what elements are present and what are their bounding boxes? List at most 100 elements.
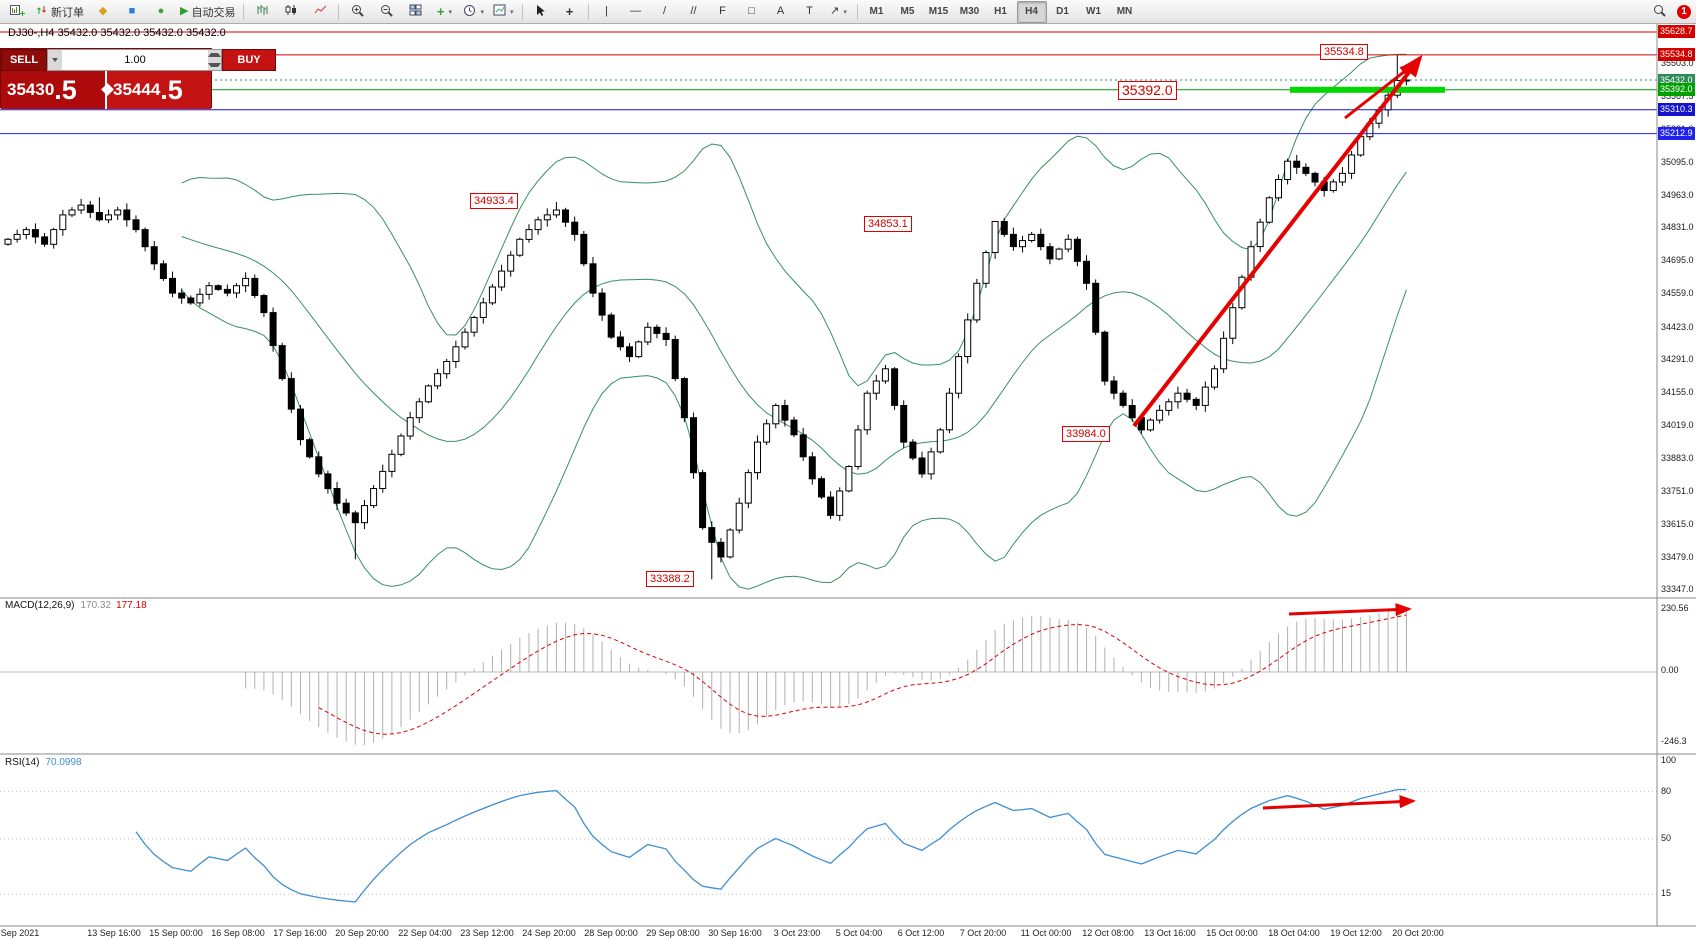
candle-body (772, 405, 780, 425)
new-order-icon (36, 4, 48, 19)
timeframe-m15-button[interactable]: M15 (928, 6, 949, 17)
channel-button[interactable]: // (680, 1, 708, 23)
cursor-icon (535, 4, 546, 20)
volume-down-button[interactable] (208, 60, 221, 70)
search-button[interactable] (1645, 1, 1673, 23)
candlestick-chart-button[interactable] (277, 1, 305, 23)
macd-indicator-label: MACD(12,26,9) 170.32 177.18 (5, 600, 147, 611)
candle-body (525, 229, 533, 240)
sell-button[interactable]: SELL (1, 49, 47, 71)
volume-up-button[interactable] (208, 50, 221, 60)
candle-body (1055, 248, 1063, 260)
bar-chart-button[interactable] (248, 1, 276, 23)
autotrading-button[interactable]: ▶ 自动交易 (176, 1, 239, 23)
candle-body (1174, 392, 1182, 403)
candle-body (406, 417, 414, 437)
candle-body (443, 361, 451, 375)
candle-body (552, 209, 560, 216)
candle-body (251, 277, 259, 296)
candle-body (488, 286, 496, 304)
cursor-button[interactable] (527, 1, 555, 23)
timeframe-h4-button[interactable]: H4 (1016, 0, 1047, 23)
macd-signal-line (318, 614, 1407, 735)
line-chart-button[interactable] (306, 1, 334, 23)
text-button[interactable]: A (767, 1, 795, 23)
autotrading-label: 自动交易 (191, 6, 236, 19)
buy-button[interactable]: BUY (222, 49, 276, 71)
timeframe-mn-button[interactable]: MN (1116, 6, 1133, 17)
candle-body (616, 336, 624, 348)
text-label-button[interactable]: T (796, 1, 824, 23)
timeframe-w1-button[interactable]: W1 (1086, 6, 1101, 17)
signals-button[interactable]: ● (147, 1, 175, 23)
candle-body (196, 293, 204, 304)
notification-badge[interactable]: 1 (1677, 4, 1691, 19)
zoom-out-button[interactable] (372, 1, 400, 23)
candle-body (543, 214, 551, 221)
zoom-in-button[interactable] (343, 1, 371, 23)
candle-body (1092, 282, 1100, 333)
buy-price[interactable]: 35444.5 (105, 71, 211, 109)
fibonacci-button[interactable]: F (709, 1, 737, 23)
candle-body (4, 238, 12, 245)
chart-symbol-header: DJ30-,H4 35432.0 35432.0 35432.0 35432.0 (8, 27, 226, 39)
shapes-button[interactable]: □ (738, 1, 766, 23)
candle-body (872, 380, 880, 394)
sell-price-base: 35430 (7, 80, 55, 99)
timeframe-h1-button[interactable]: H1 (994, 6, 1007, 17)
candle-body (744, 472, 752, 504)
volume-decrease-button[interactable] (48, 50, 62, 70)
candle-body (991, 221, 999, 253)
candle-body (1338, 172, 1346, 183)
arrows-button[interactable]: ↗ ▾ (825, 1, 853, 23)
horizontal-line-button[interactable]: — (622, 1, 650, 23)
arrows-icon: ↗ (830, 5, 840, 17)
vertical-line-button[interactable]: | (593, 1, 621, 23)
signals-icon: ● (157, 5, 165, 17)
indicators-icon: + (436, 4, 445, 19)
trend-arrow (1344, 62, 1417, 120)
candle-body (781, 405, 789, 421)
candle-body (95, 212, 103, 221)
volume-input[interactable] (62, 50, 208, 70)
tile-windows-button[interactable] (401, 1, 429, 23)
new-chart-button[interactable] (3, 1, 31, 23)
candle-body (1192, 398, 1200, 406)
new-order-button[interactable]: 新订单 (32, 1, 88, 23)
candle-body (827, 496, 835, 516)
candle-body (479, 302, 487, 318)
candle-body (1101, 331, 1109, 382)
sell-price[interactable]: 35430.5 (1, 71, 105, 109)
candle-body (351, 512, 359, 524)
timeframe-m30-button[interactable]: M30 (959, 6, 980, 17)
candle-body (653, 326, 661, 334)
triangle-down-icon (52, 58, 58, 62)
zoom-out-icon (380, 4, 393, 20)
templates-button[interactable]: ▾ (489, 1, 518, 23)
one-click-trading-panel[interactable]: SELL BUY 35430.5 35444.5 (0, 48, 276, 109)
periods-button[interactable]: ▾ (459, 1, 488, 23)
indicators-button[interactable]: + ▾ (430, 1, 458, 23)
mql-editor-button[interactable]: ◆ (89, 1, 117, 23)
timeframe-m1-button[interactable]: M1 (869, 6, 884, 17)
trendline-button[interactable]: / (651, 1, 679, 23)
candle-body (242, 277, 250, 287)
candle-body (790, 419, 798, 436)
buy-price-base: 35444 (113, 80, 161, 99)
candle-body (836, 490, 844, 516)
timeframe-d1-button[interactable]: D1 (1056, 6, 1069, 17)
candle-body (662, 332, 670, 340)
buy-price-pips: .5 (160, 74, 183, 105)
market-button[interactable]: ■ (118, 1, 146, 23)
candle-body (132, 219, 140, 231)
candle-body (598, 292, 606, 316)
candle-body (854, 429, 862, 467)
crosshair-button[interactable]: + (556, 1, 584, 23)
rsi-value: 70.0998 (45, 757, 82, 768)
sell-price-pips: .5 (54, 74, 77, 105)
candle-body (891, 368, 899, 406)
rsi-line (135, 788, 1407, 903)
timeframe-m5-button[interactable]: M5 (900, 6, 915, 17)
candle-body (260, 295, 268, 314)
